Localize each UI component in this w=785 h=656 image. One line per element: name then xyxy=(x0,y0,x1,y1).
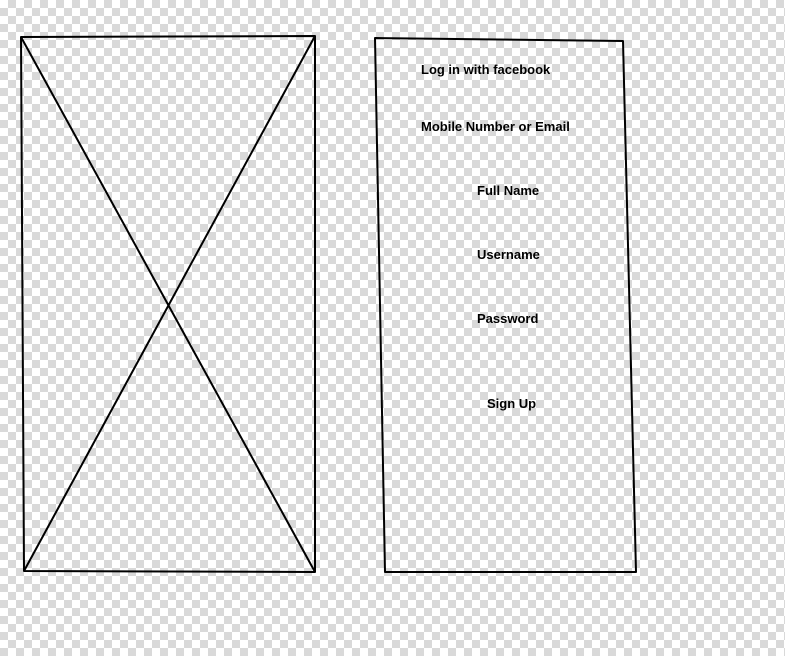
image-placeholder xyxy=(20,35,316,573)
image-placeholder-diagonal-2 xyxy=(23,35,316,572)
facebook-login-link[interactable]: Log in with facebook xyxy=(421,62,551,77)
sign-up-button[interactable]: Sign Up xyxy=(487,396,537,411)
mobile-or-email-field[interactable]: Mobile Number or Email xyxy=(421,119,570,134)
signup-form-frame xyxy=(374,37,637,573)
username-field[interactable]: Username xyxy=(477,247,540,262)
password-field[interactable]: Password xyxy=(477,311,539,326)
full-name-field[interactable]: Full Name xyxy=(477,183,540,198)
